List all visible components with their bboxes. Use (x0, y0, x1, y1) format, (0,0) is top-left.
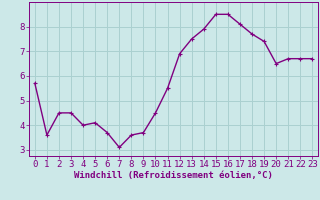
X-axis label: Windchill (Refroidissement éolien,°C): Windchill (Refroidissement éolien,°C) (74, 171, 273, 180)
